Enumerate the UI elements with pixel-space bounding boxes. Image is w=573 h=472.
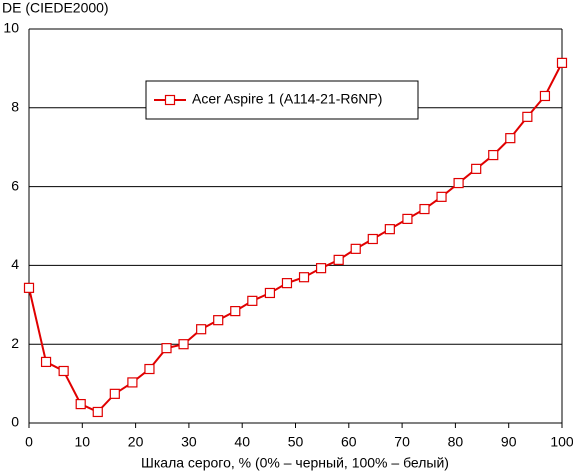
- x-tick-label: 100: [550, 434, 573, 450]
- x-tick-label: 60: [341, 434, 357, 450]
- point: [350, 243, 361, 254]
- y-tick-label: 2: [11, 335, 19, 351]
- x-tick-label: 40: [234, 434, 250, 450]
- point: [453, 177, 464, 189]
- x-tick-label: 90: [501, 434, 517, 450]
- point: [40, 356, 52, 368]
- point: [402, 213, 413, 225]
- point: [58, 365, 69, 377]
- y-tick-label: 10: [3, 20, 19, 36]
- point: [144, 363, 155, 375]
- y-axis-label: DE (CIEDE2000): [2, 0, 109, 16]
- point: [298, 272, 310, 283]
- x-tick-label: 50: [288, 434, 304, 450]
- legend-box: [145, 80, 419, 120]
- point: [522, 111, 533, 122]
- point: [230, 306, 241, 317]
- legend-marker: [164, 94, 176, 106]
- point: [419, 203, 430, 215]
- x-axis-label: Шкала серого, % (0% – черный, 100% – бел…: [141, 455, 449, 471]
- point: [556, 57, 568, 68]
- x-tick-label: 30: [181, 434, 197, 450]
- point: [315, 263, 327, 274]
- x-tick-label: 80: [448, 434, 464, 450]
- point: [247, 295, 258, 306]
- x-tick-label: 70: [394, 434, 410, 450]
- y-tick-label: 6: [11, 177, 19, 193]
- x-tick-label: 10: [75, 434, 91, 450]
- point: [281, 278, 293, 289]
- y-tick-label: 4: [11, 256, 19, 272]
- point: [23, 282, 35, 293]
- point: [505, 133, 516, 144]
- point: [109, 388, 120, 399]
- point: [488, 149, 499, 161]
- y-tick-label: 8: [11, 99, 19, 115]
- point: [196, 324, 207, 335]
- point: [127, 377, 138, 388]
- point: [539, 90, 551, 102]
- point: [333, 254, 344, 265]
- point: [436, 191, 447, 202]
- point: [213, 315, 224, 326]
- point: [264, 287, 276, 299]
- y-tick-label: 0: [11, 414, 19, 430]
- point: [384, 224, 395, 235]
- point: [75, 398, 86, 410]
- x-tick-label: 0: [25, 434, 33, 450]
- point: [161, 343, 172, 354]
- point: [92, 406, 103, 418]
- point: [367, 233, 378, 245]
- legend-label: Acer Aspire 1 (A114-21-R6NP): [192, 91, 382, 107]
- x-tick-label: 20: [128, 434, 144, 450]
- point: [178, 339, 189, 350]
- point: [471, 163, 482, 174]
